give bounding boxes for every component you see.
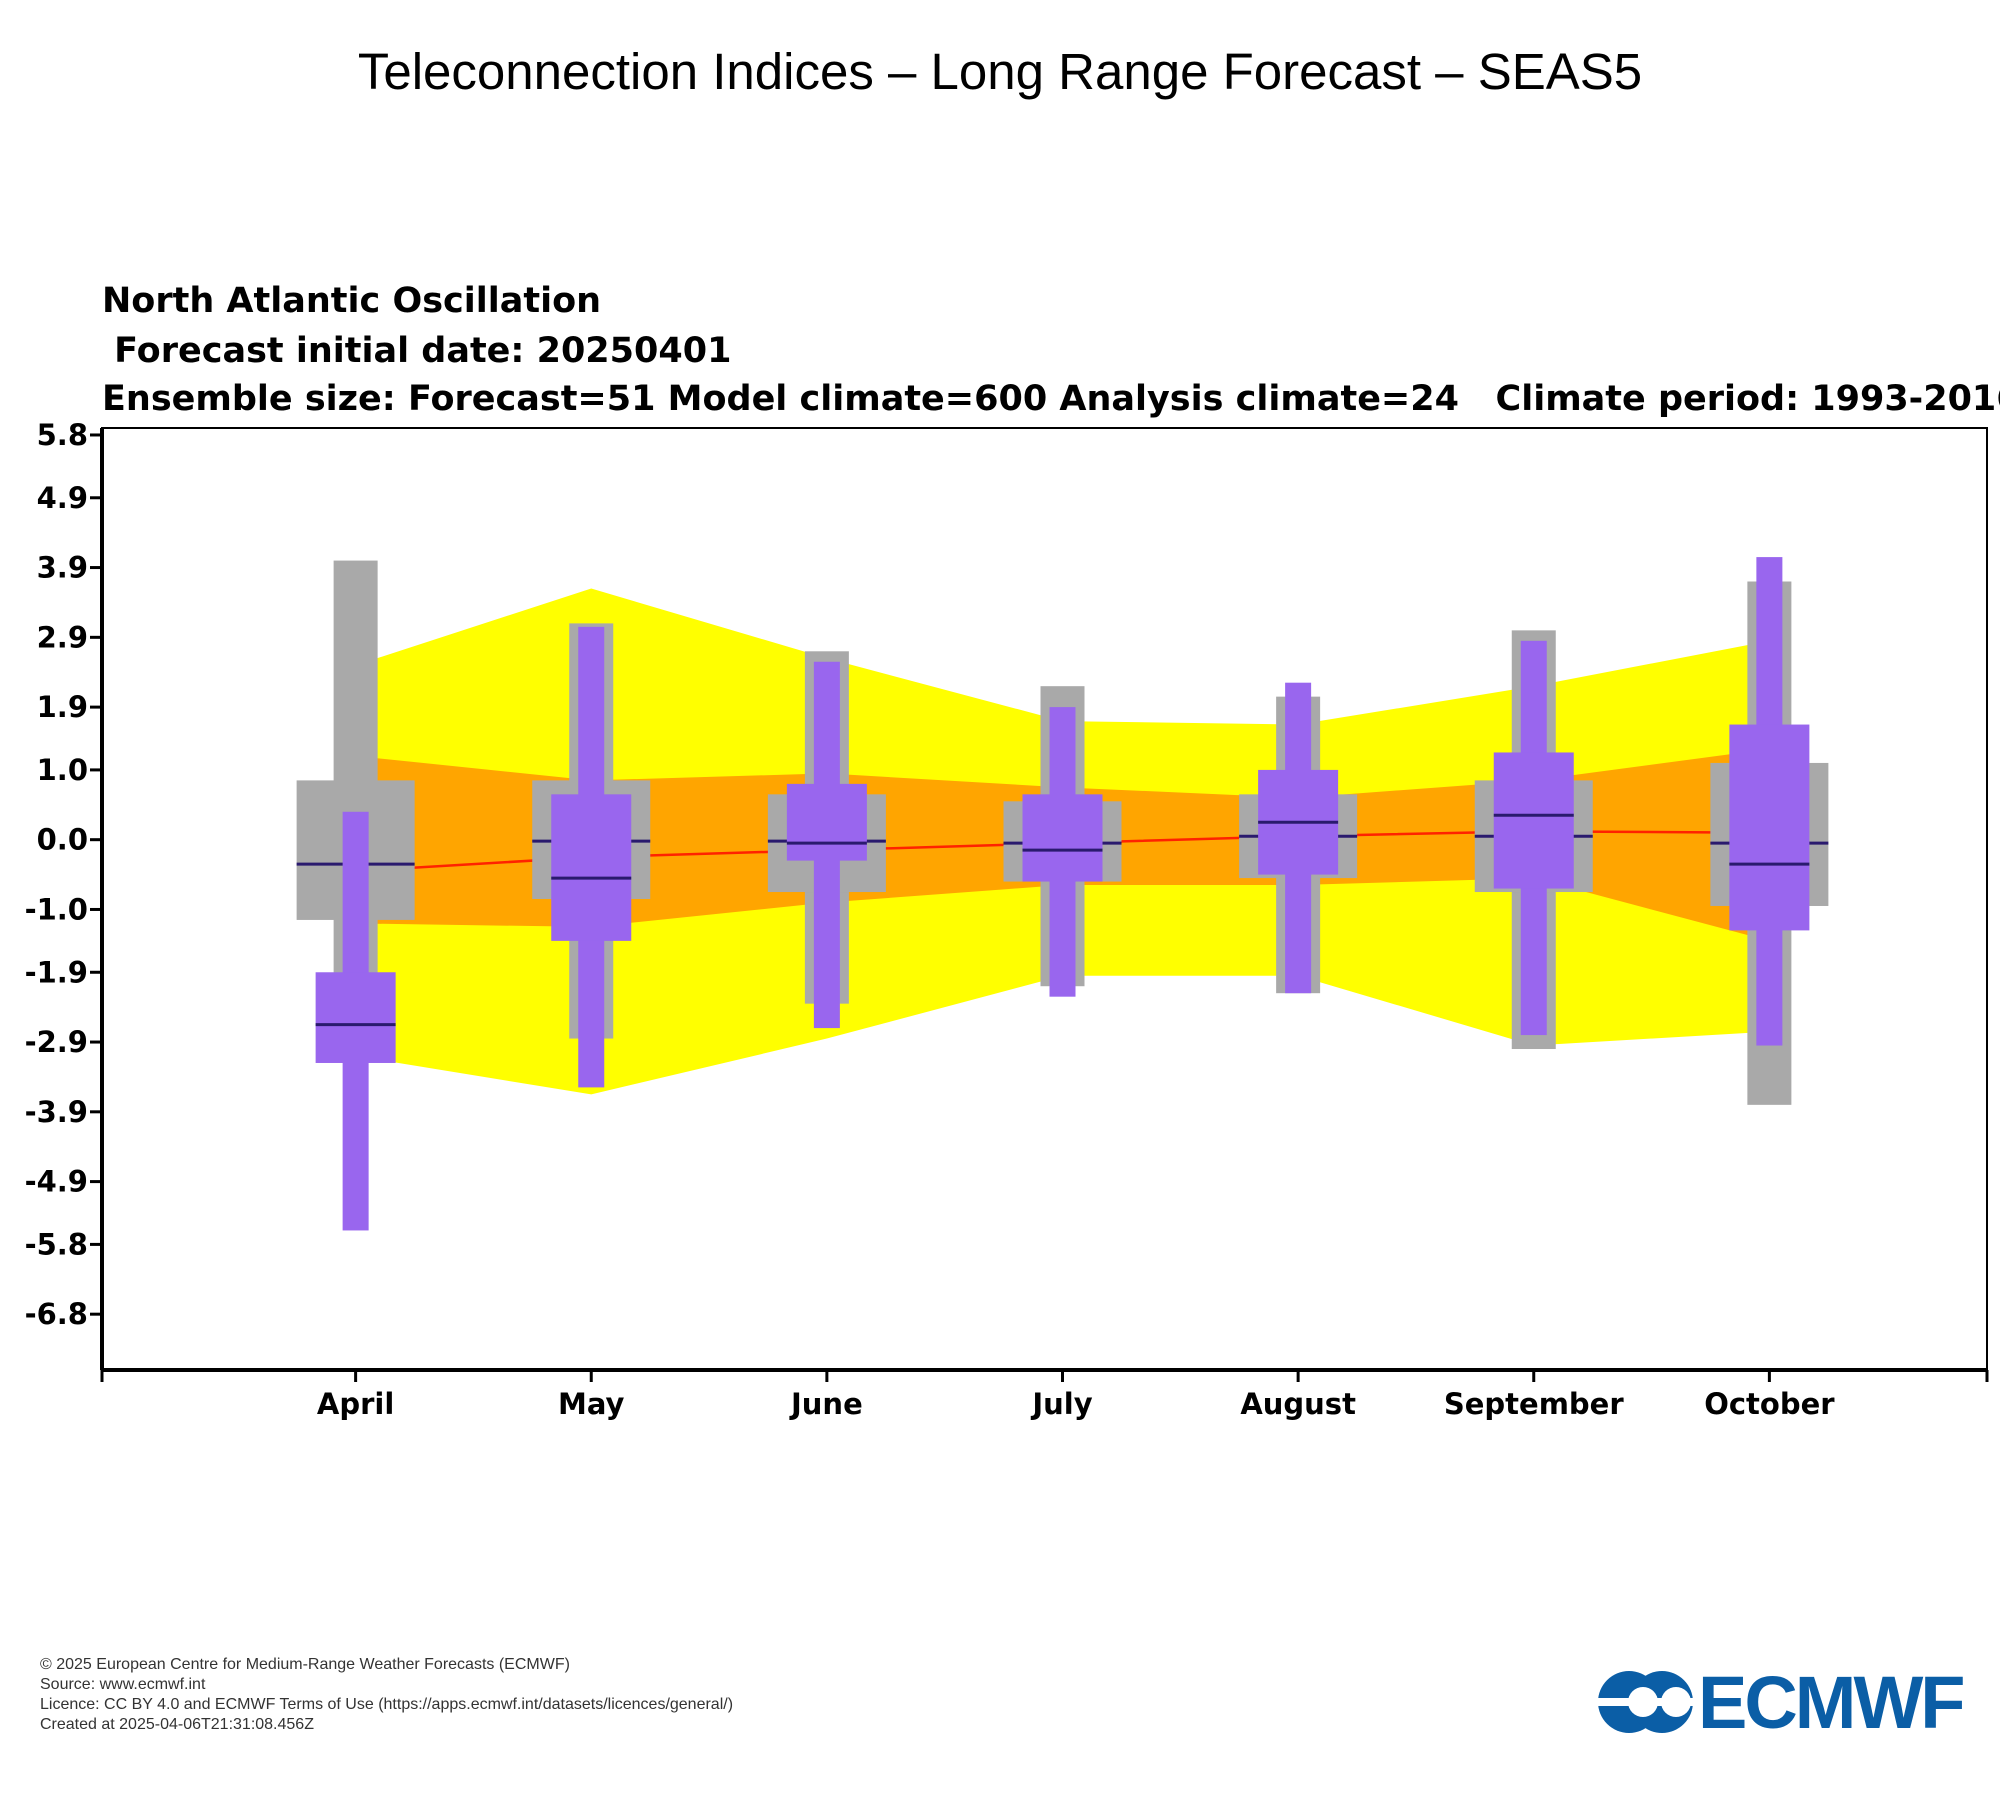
x-tick-label: June — [789, 1387, 863, 1421]
forecast-july-box — [1022, 794, 1103, 882]
chart-subtitle-line-1: Forecast initial date: 20250401 — [102, 331, 731, 371]
y-tick-label: -3.9 — [25, 1095, 88, 1129]
x-tick-label: September — [1444, 1387, 1624, 1421]
y-axis-ticks: 5.8 4.9 3.9 2.9 1.9 1.0 0.0 -1.0 -1.9 -2.9 -3.9 -4.… — [25, 418, 102, 1331]
footer: © 2025 European Centre for Medium-Range … — [40, 1655, 733, 1735]
x-tick-label: October — [1704, 1387, 1835, 1421]
x-tick-label: May — [558, 1387, 625, 1421]
y-tick-label: 5.8 — [37, 418, 88, 452]
footer-licence: Licence: CC BY 4.0 and ECMWF Terms of Us… — [40, 1696, 734, 1713]
axes — [100, 427, 1988, 1372]
box-plots — [296, 557, 1829, 1231]
y-tick-label: 1.9 — [37, 690, 88, 724]
forecast-april-box — [315, 972, 396, 1063]
page-title: Teleconnection Indices – Long Range Fore… — [357, 43, 1643, 100]
footer-copyright: © 2025 European Centre for Medium-Range … — [40, 1656, 570, 1673]
forecast-may-box — [551, 794, 632, 941]
y-tick-label: 0.0 — [37, 823, 88, 857]
nao-box-plot-chart: North Atlantic Oscillation Forecast init… — [25, 281, 2000, 1421]
y-tick-label: 2.9 — [37, 620, 88, 654]
y-tick-label: -2.9 — [25, 1025, 88, 1059]
chart-title: North Atlantic Oscillation — [102, 281, 601, 321]
y-tick-label: -1.0 — [25, 892, 88, 926]
forecast-october-box — [1729, 724, 1810, 931]
forecast-june-box — [786, 783, 867, 861]
x-tick-label: August — [1240, 1387, 1356, 1421]
chart-subtitle-line-2: Ensemble size: Forecast=51 Model climate… — [102, 379, 2000, 419]
ecmwf-logo-mark-icon — [1596, 1671, 1696, 1733]
ecmwf-logo-text: ECMWF — [1698, 1661, 1965, 1744]
x-tick-label: July — [1030, 1387, 1092, 1421]
footer-source: Source: www.ecmwf.int — [40, 1676, 206, 1693]
y-tick-label: -5.8 — [25, 1227, 88, 1261]
y-tick-label: 3.9 — [37, 551, 88, 585]
y-tick-label: -4.9 — [25, 1165, 88, 1199]
y-tick-label: -1.9 — [25, 955, 88, 989]
y-tick-label: 1.0 — [37, 753, 88, 787]
y-tick-label: 4.9 — [37, 481, 88, 515]
x-tick-label: April — [317, 1387, 394, 1421]
x-axis-ticks: April May June July August September October — [100, 1370, 1989, 1421]
y-tick-label: -6.8 — [25, 1297, 88, 1331]
ecmwf-logo: ECMWF — [1596, 1661, 1976, 1744]
footer-created: Created at 2025-04-06T21:31:08.456Z — [40, 1716, 314, 1733]
forecast-september-box — [1493, 752, 1574, 889]
